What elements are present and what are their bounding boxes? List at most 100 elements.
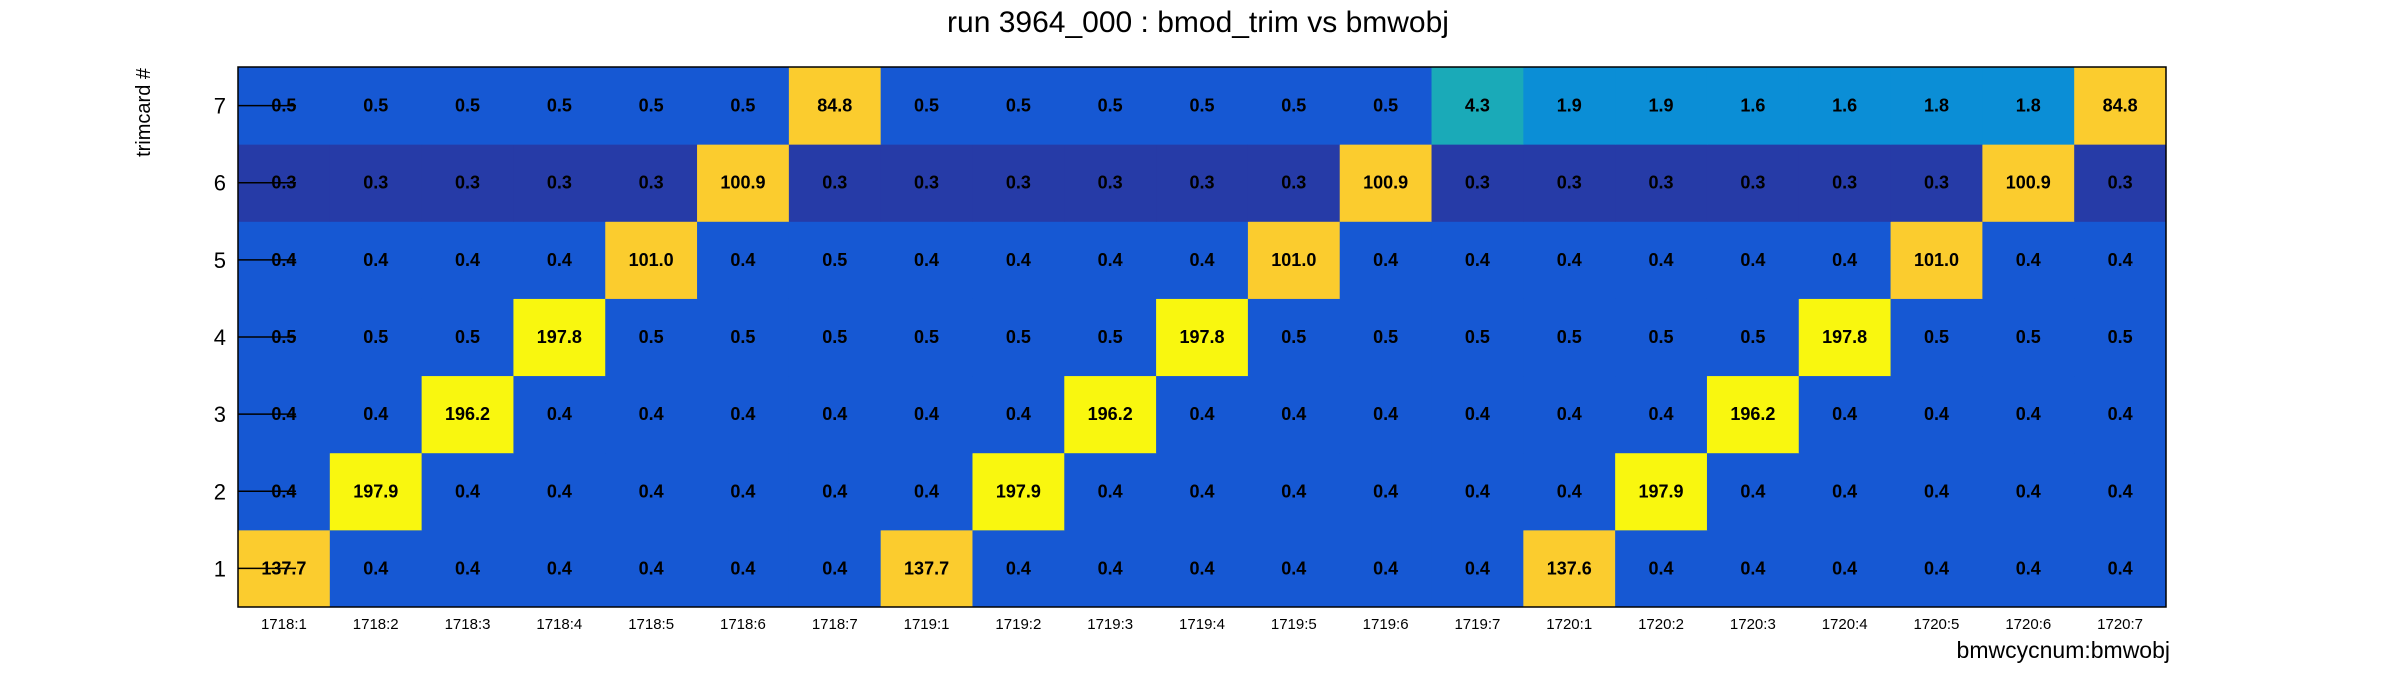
heatmap-cell <box>2074 529 2167 608</box>
cell-value-label: 0.4 <box>1098 558 1123 578</box>
cell-value-label: 0.4 <box>2016 404 2041 424</box>
heatmap-cell <box>1798 529 1892 608</box>
cell-value-label: 0.5 <box>730 96 755 116</box>
cell-value-label: 0.4 <box>1465 404 1490 424</box>
cell-value-label: 0.4 <box>1465 558 1490 578</box>
heatmap-cell <box>605 452 698 531</box>
heatmap-cell <box>880 298 973 377</box>
heatmap-cell <box>1339 298 1433 377</box>
cell-value-label: 101.0 <box>629 250 674 270</box>
heatmap-cell <box>1798 67 1892 145</box>
x-tick-label: 1720:4 <box>1822 616 1868 633</box>
heatmap-cell <box>513 67 606 145</box>
y-tick-label: 1 <box>214 556 226 581</box>
heatmap-cell <box>1156 144 1249 222</box>
heatmap-cell <box>1339 221 1433 299</box>
cell-value-label: 0.3 <box>822 173 847 193</box>
heatmap-cell <box>1890 375 1983 454</box>
cell-value-label: 0.5 <box>822 250 847 270</box>
cell-value-label: 0.5 <box>1006 327 1031 347</box>
cell-value-label: 0.5 <box>1924 327 1949 347</box>
heatmap-cell <box>1247 529 1341 608</box>
x-tick-label: 1720:3 <box>1730 616 1776 633</box>
cell-value-label: 101.0 <box>1271 250 1316 270</box>
heatmap-cell <box>697 298 790 377</box>
heatmap-cell <box>1339 529 1433 608</box>
cell-value-label: 0.4 <box>1924 481 1949 501</box>
heatmap-cell <box>421 529 514 608</box>
cell-value-label: 0.4 <box>1373 481 1398 501</box>
heatmap-cell <box>880 67 973 145</box>
heatmap-cell <box>421 67 514 145</box>
heatmap-cell <box>329 375 423 454</box>
cell-value-label: 0.4 <box>1373 404 1398 424</box>
heatmap-cell <box>1431 529 1524 608</box>
heatmap-cell <box>1706 452 1800 531</box>
cell-value-label: 1.8 <box>2016 96 2041 116</box>
heatmap-cell <box>1706 144 1800 222</box>
cell-value-label: 0.4 <box>1006 404 1031 424</box>
heatmap-cell <box>1890 452 1983 531</box>
cell-value-label: 197.8 <box>1179 327 1224 347</box>
cell-value-label: 0.5 <box>1098 96 1123 116</box>
cell-value-label: 0.4 <box>2016 250 2041 270</box>
heatmap-cell <box>1064 452 1157 531</box>
heatmap-cell <box>1706 221 1800 299</box>
heatmap-cell <box>1982 375 2075 454</box>
cell-value-label: 0.5 <box>1098 327 1123 347</box>
cell-value-label: 196.2 <box>1088 404 1133 424</box>
heatmap-cell <box>1523 375 1616 454</box>
heatmap-cell <box>1156 67 1249 145</box>
heatmap-cell <box>788 375 882 454</box>
cell-value-label: 0.5 <box>1373 96 1398 116</box>
y-axis-label: trimcard # <box>133 67 155 157</box>
cell-value-label: 0.3 <box>1006 173 1031 193</box>
cell-value-label: 0.4 <box>1281 558 1306 578</box>
cell-value-label: 0.5 <box>1465 327 1490 347</box>
heatmap-cell <box>1064 298 1157 377</box>
heatmap-cell <box>1247 144 1341 222</box>
cell-value-label: 0.4 <box>2108 404 2133 424</box>
cell-value-label: 0.3 <box>1189 173 1214 193</box>
heatmap-cell <box>1431 452 1524 531</box>
cell-value-label: 0.3 <box>1924 173 1949 193</box>
heatmap-cell <box>1431 144 1524 222</box>
heatmap-cell <box>1890 298 1983 377</box>
y-tick-label: 6 <box>214 171 226 196</box>
heatmap-cell <box>880 221 973 299</box>
cell-value-label: 0.4 <box>730 558 755 578</box>
heatmap-cell <box>1523 529 1616 608</box>
cell-value-label: 0.4 <box>914 404 939 424</box>
heatmap-cell <box>697 452 790 531</box>
heatmap-cell <box>1615 375 1708 454</box>
axes: 1 2 3 4 5 6 7 1718:1 1718:2 1718:3 1718:4 1718:5 171… <box>214 94 2143 633</box>
cell-value-label: 0.4 <box>2016 481 2041 501</box>
x-tick-label: 1719:4 <box>1179 616 1225 633</box>
cell-value-label: 0.5 <box>1281 96 1306 116</box>
heatmap-cell <box>1431 67 1524 145</box>
heatmap-cell <box>513 452 606 531</box>
cell-value-label: 0.4 <box>1006 250 1031 270</box>
cell-value-label: 0.4 <box>914 250 939 270</box>
cell-value-label: 0.5 <box>639 96 664 116</box>
cell-value-label: 0.5 <box>1281 327 1306 347</box>
cell-value-label: 0.5 <box>363 96 388 116</box>
heatmap-cell <box>788 221 882 299</box>
cell-value-label: 0.5 <box>2016 327 2041 347</box>
x-tick-label: 1720:7 <box>2097 616 2143 633</box>
cell-value-label: 137.7 <box>904 558 949 578</box>
x-tick-label: 1718:1 <box>261 616 307 633</box>
cell-value-label: 0.5 <box>1557 327 1582 347</box>
cell-value-label: 0.5 <box>455 327 480 347</box>
heatmap-cell <box>788 67 882 145</box>
cell-value-label: 0.5 <box>1373 327 1398 347</box>
cell-value-label: 0.4 <box>547 404 572 424</box>
heatmap-cell <box>329 221 423 299</box>
cell-value-label: 0.4 <box>1557 481 1582 501</box>
cell-value-label: 0.4 <box>363 404 388 424</box>
x-tick-label: 1719:3 <box>1087 616 1133 633</box>
heatmap-cell <box>421 298 514 377</box>
cell-value-label: 0.4 <box>1832 558 1857 578</box>
heatmap-cell <box>1156 221 1249 299</box>
heatmap-cell <box>1339 144 1433 222</box>
